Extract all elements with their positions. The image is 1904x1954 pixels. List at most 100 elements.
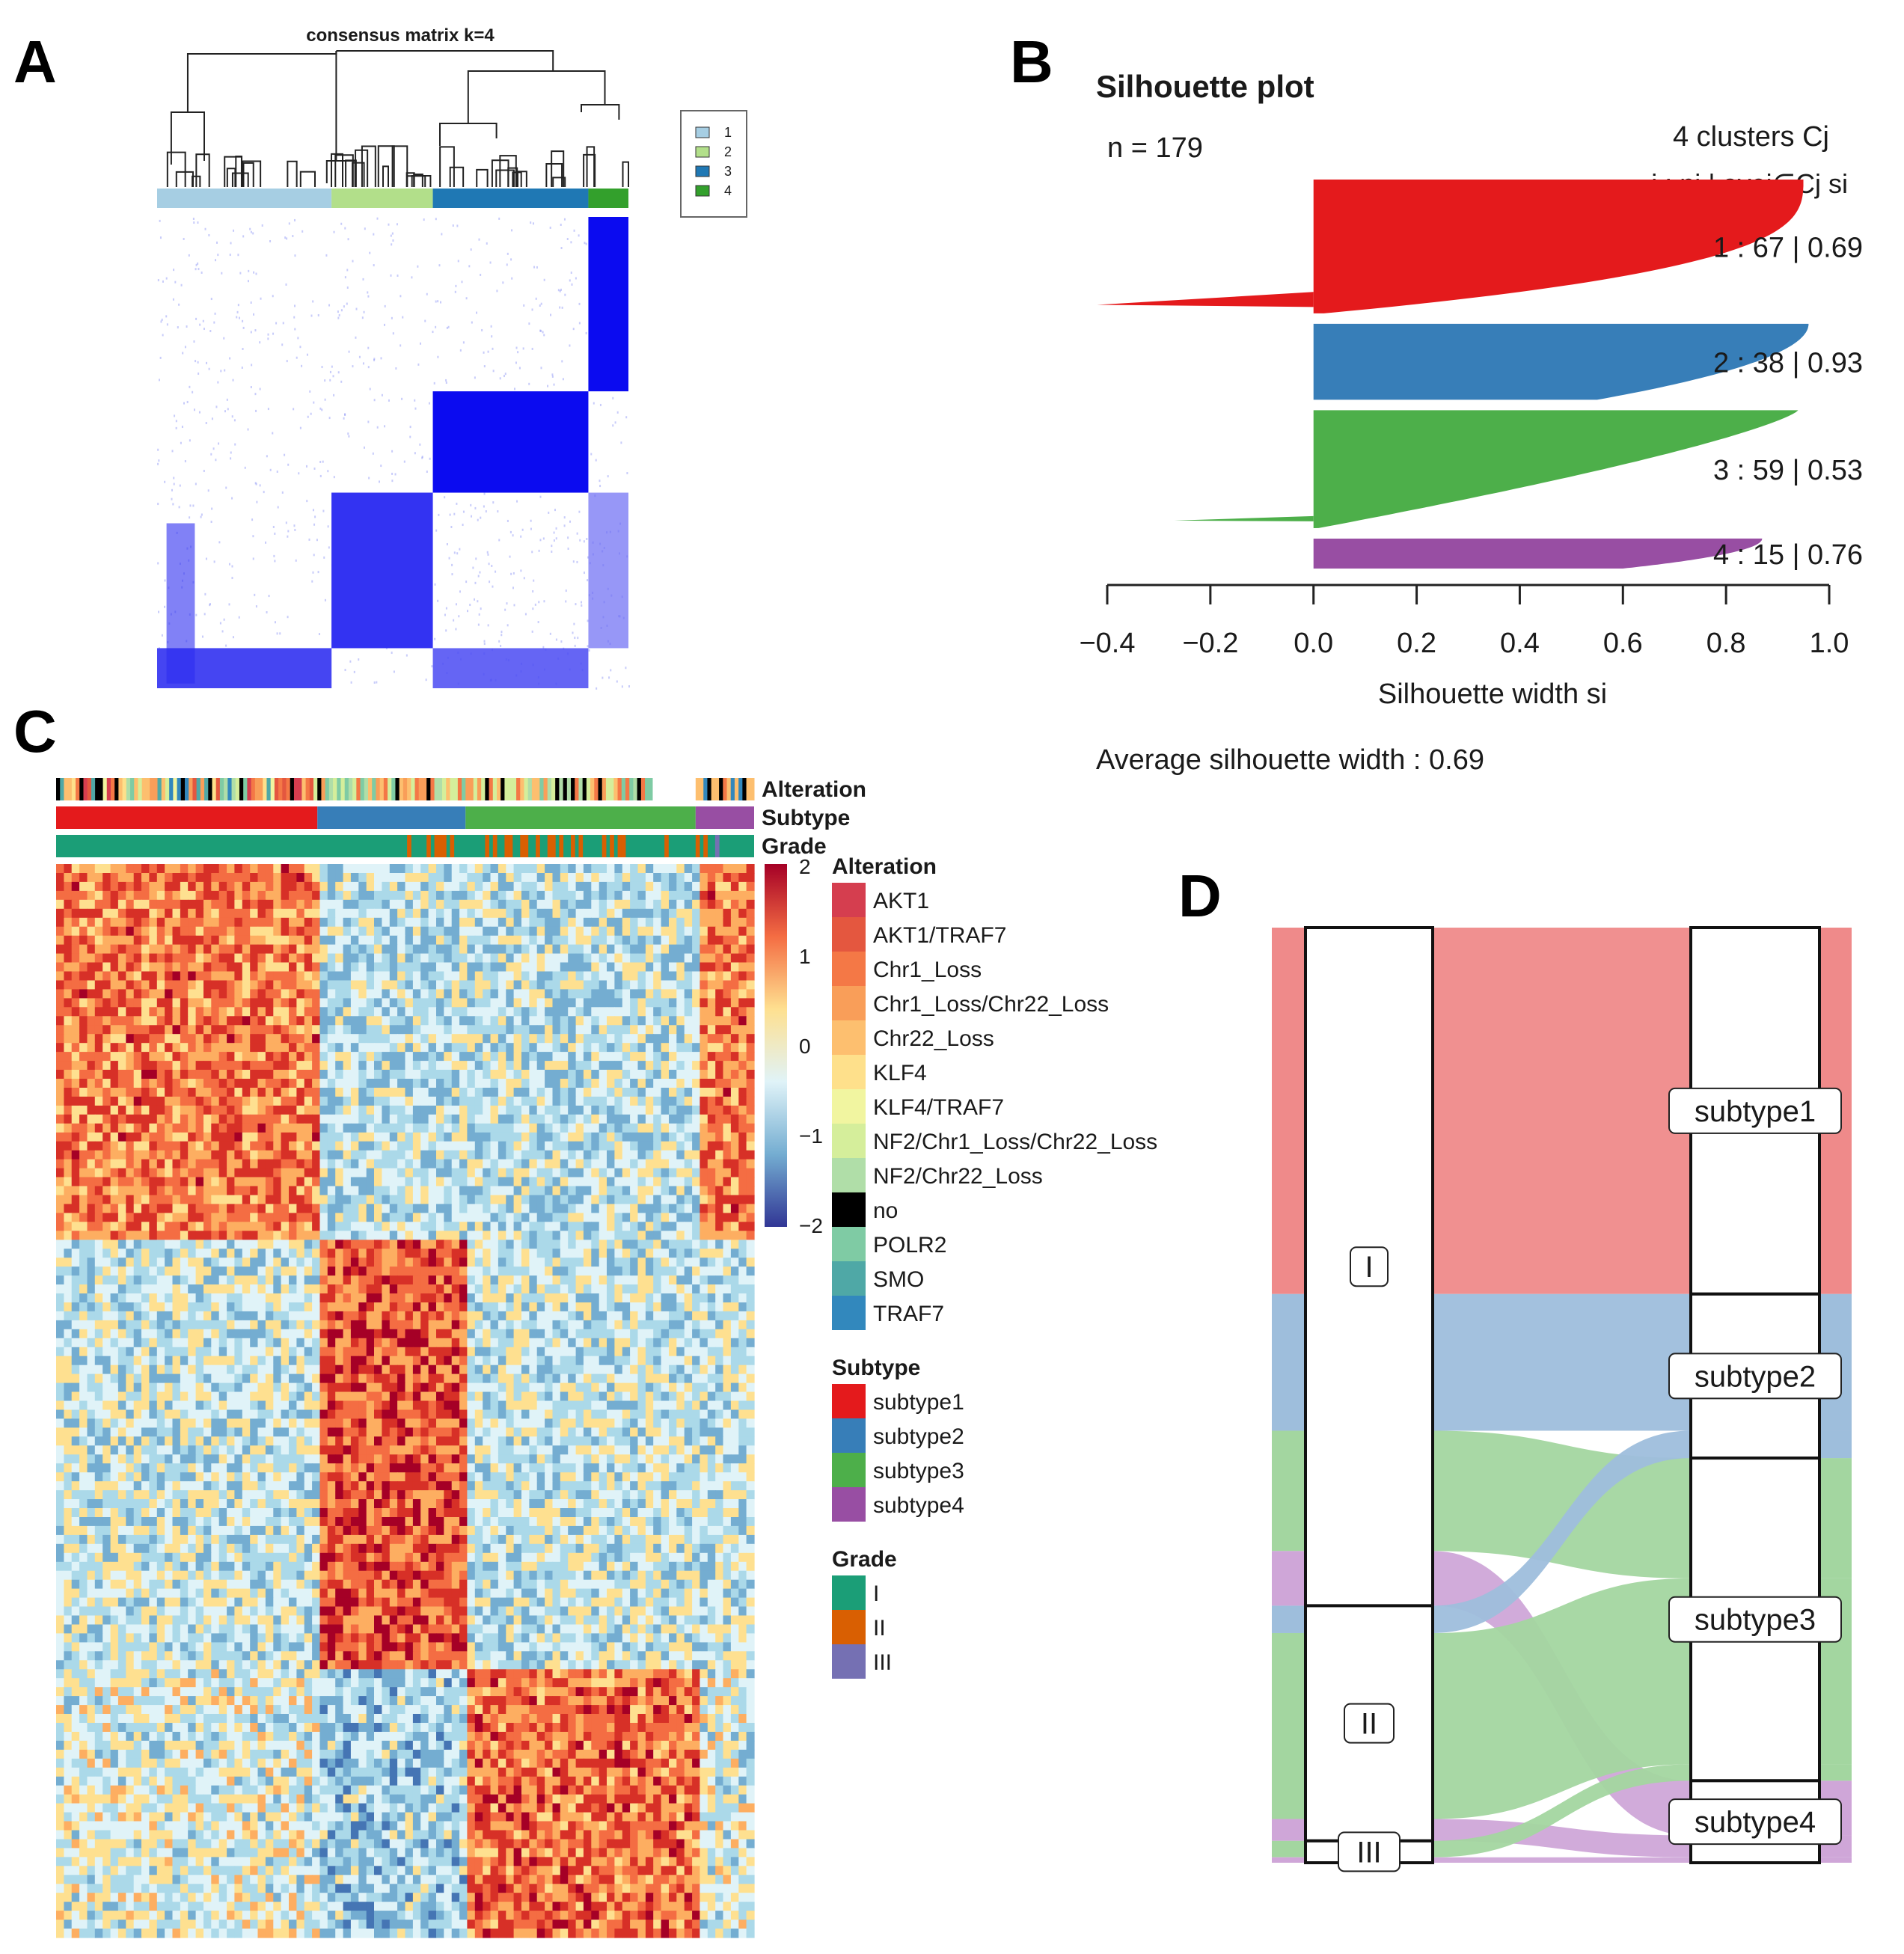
heatmap-cell: [700, 1132, 708, 1142]
heatmap-cell: [227, 1213, 236, 1222]
heatmap-cell: [506, 1088, 515, 1097]
heatmap-cell: [71, 1204, 80, 1213]
heatmap-cell: [218, 962, 227, 973]
matrix-noise: [259, 388, 261, 391]
heatmap-cell: [289, 1096, 297, 1106]
heatmap-cell: [591, 1168, 600, 1178]
heatmap-cell: [165, 1061, 174, 1071]
heatmap-cell: [389, 980, 398, 990]
matrix-noise: [204, 592, 206, 595]
alteration-cell: [457, 778, 462, 800]
heatmap-cell: [506, 953, 515, 964]
matrix-noise: [367, 291, 369, 294]
heatmap-cell: [692, 989, 701, 999]
matrix-noise: [313, 523, 316, 526]
heatmap-cell: [374, 917, 382, 928]
heatmap-cell: [234, 890, 243, 901]
matrix-noise: [295, 559, 297, 562]
heatmap-cell: [358, 1186, 367, 1196]
alteration-cell: [566, 778, 572, 800]
heatmap-cell: [506, 944, 515, 955]
alteration-cell: [402, 778, 408, 800]
dendrogram-link: [170, 111, 205, 165]
matrix-noise: [281, 491, 284, 494]
matrix-noise: [435, 529, 438, 532]
heatmap-cell: [110, 1141, 119, 1151]
heatmap-cell: [343, 1070, 352, 1079]
heatmap-cell: [405, 944, 414, 955]
matrix-noise: [164, 605, 166, 608]
heatmap-cell: [180, 1096, 189, 1106]
heatmap-cell: [312, 1168, 321, 1178]
heatmap-cell: [661, 1177, 670, 1187]
heatmap-cell: [428, 1213, 437, 1222]
heatmap-cell: [281, 1186, 290, 1196]
heatmap-cell: [591, 1132, 600, 1142]
heatmap-cell: [335, 890, 344, 901]
heatmap-cell: [700, 1025, 708, 1035]
heatmap-cell: [692, 864, 701, 874]
heatmap-cell: [242, 1105, 251, 1115]
matrix-noise: [506, 602, 508, 605]
heatmap-cell: [506, 1186, 515, 1196]
heatmap-cell: [521, 1043, 530, 1053]
heatmap-cell: [723, 1195, 732, 1205]
heatmap-cell: [575, 917, 584, 928]
heatmap-cell: [195, 1186, 204, 1196]
heatmap-cell: [94, 1213, 103, 1222]
alteration-cell: [145, 778, 150, 800]
heatmap-cell: [513, 989, 522, 999]
heatmap-cell: [327, 881, 336, 892]
heatmap-cell: [56, 1052, 64, 1062]
heatmap-cell: [110, 1231, 119, 1240]
heatmap-cell: [645, 1043, 654, 1053]
matrix-noise: [172, 298, 174, 301]
heatmap-cell: [700, 953, 708, 964]
heatmap-cell: [141, 1231, 150, 1240]
heatmap-cell: [319, 1096, 328, 1106]
heatmap-cell: [211, 1141, 220, 1151]
heatmap-cell: [459, 1168, 468, 1178]
heatmap-cell: [467, 1150, 476, 1160]
heatmap-cell: [180, 926, 189, 937]
heatmap-cell: [692, 953, 701, 964]
matrix-noise: [263, 491, 265, 494]
heatmap-cell: [110, 1043, 119, 1053]
heatmap-cell: [319, 917, 328, 928]
heatmap-cell: [188, 864, 197, 874]
matrix-noise: [231, 415, 233, 418]
heatmap-cell: [126, 1132, 135, 1142]
heatmap-cell: [250, 1105, 259, 1115]
alteration-cell: [333, 778, 337, 800]
heatmap-cell: [560, 881, 569, 892]
heatmap-cell: [490, 1150, 499, 1160]
heatmap-cell: [575, 989, 584, 999]
heatmap-cell: [366, 1114, 375, 1124]
heatmap-cell: [188, 1070, 197, 1079]
heatmap-cell: [599, 989, 607, 999]
matrix-noise: [328, 304, 331, 307]
heatmap-cell: [250, 926, 259, 937]
heatmap-cell: [451, 1123, 460, 1133]
heatmap-cell: [289, 944, 297, 955]
heatmap-cell: [630, 1222, 639, 1231]
heatmap-cell: [382, 980, 391, 990]
heatmap-cell: [459, 1043, 468, 1053]
heatmap-cell: [242, 864, 251, 874]
x-tick-label: 0.6: [1603, 628, 1643, 659]
heatmap-cell: [165, 1150, 174, 1160]
heatmap-cell: [234, 1213, 243, 1222]
heatmap-cell: [71, 899, 80, 910]
heatmap-cell: [420, 864, 429, 874]
heatmap-cell: [498, 1043, 506, 1053]
heatmap-cell: [583, 1034, 592, 1044]
heatmap-cell: [102, 953, 111, 964]
heatmap-cell: [350, 1088, 359, 1097]
dendrogram-link: [391, 145, 408, 187]
heatmap-cell: [614, 873, 623, 883]
heatmap-cell: [218, 1213, 227, 1222]
heatmap-cell: [614, 917, 623, 928]
heatmap-cell: [436, 989, 444, 999]
heatmap-cell: [350, 1007, 359, 1017]
heatmap-cell: [513, 980, 522, 990]
